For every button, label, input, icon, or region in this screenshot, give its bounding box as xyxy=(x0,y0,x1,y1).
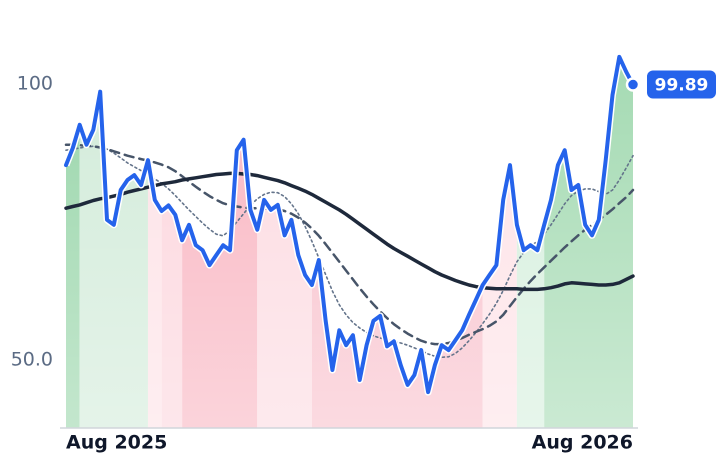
last-value-dot xyxy=(625,77,641,92)
price-line xyxy=(64,54,635,395)
moving-average-line xyxy=(64,143,635,346)
x-tick-label: Aug 2025 xyxy=(66,432,167,454)
last-value-badge xyxy=(647,70,716,99)
y-tick-label: 50.0 xyxy=(11,349,53,371)
last-value-label: 99.89 xyxy=(655,76,709,96)
y-tick-label: 100 xyxy=(17,72,53,94)
x-tick-label: Aug 2026 xyxy=(532,432,633,454)
moving-average-line xyxy=(64,171,635,292)
